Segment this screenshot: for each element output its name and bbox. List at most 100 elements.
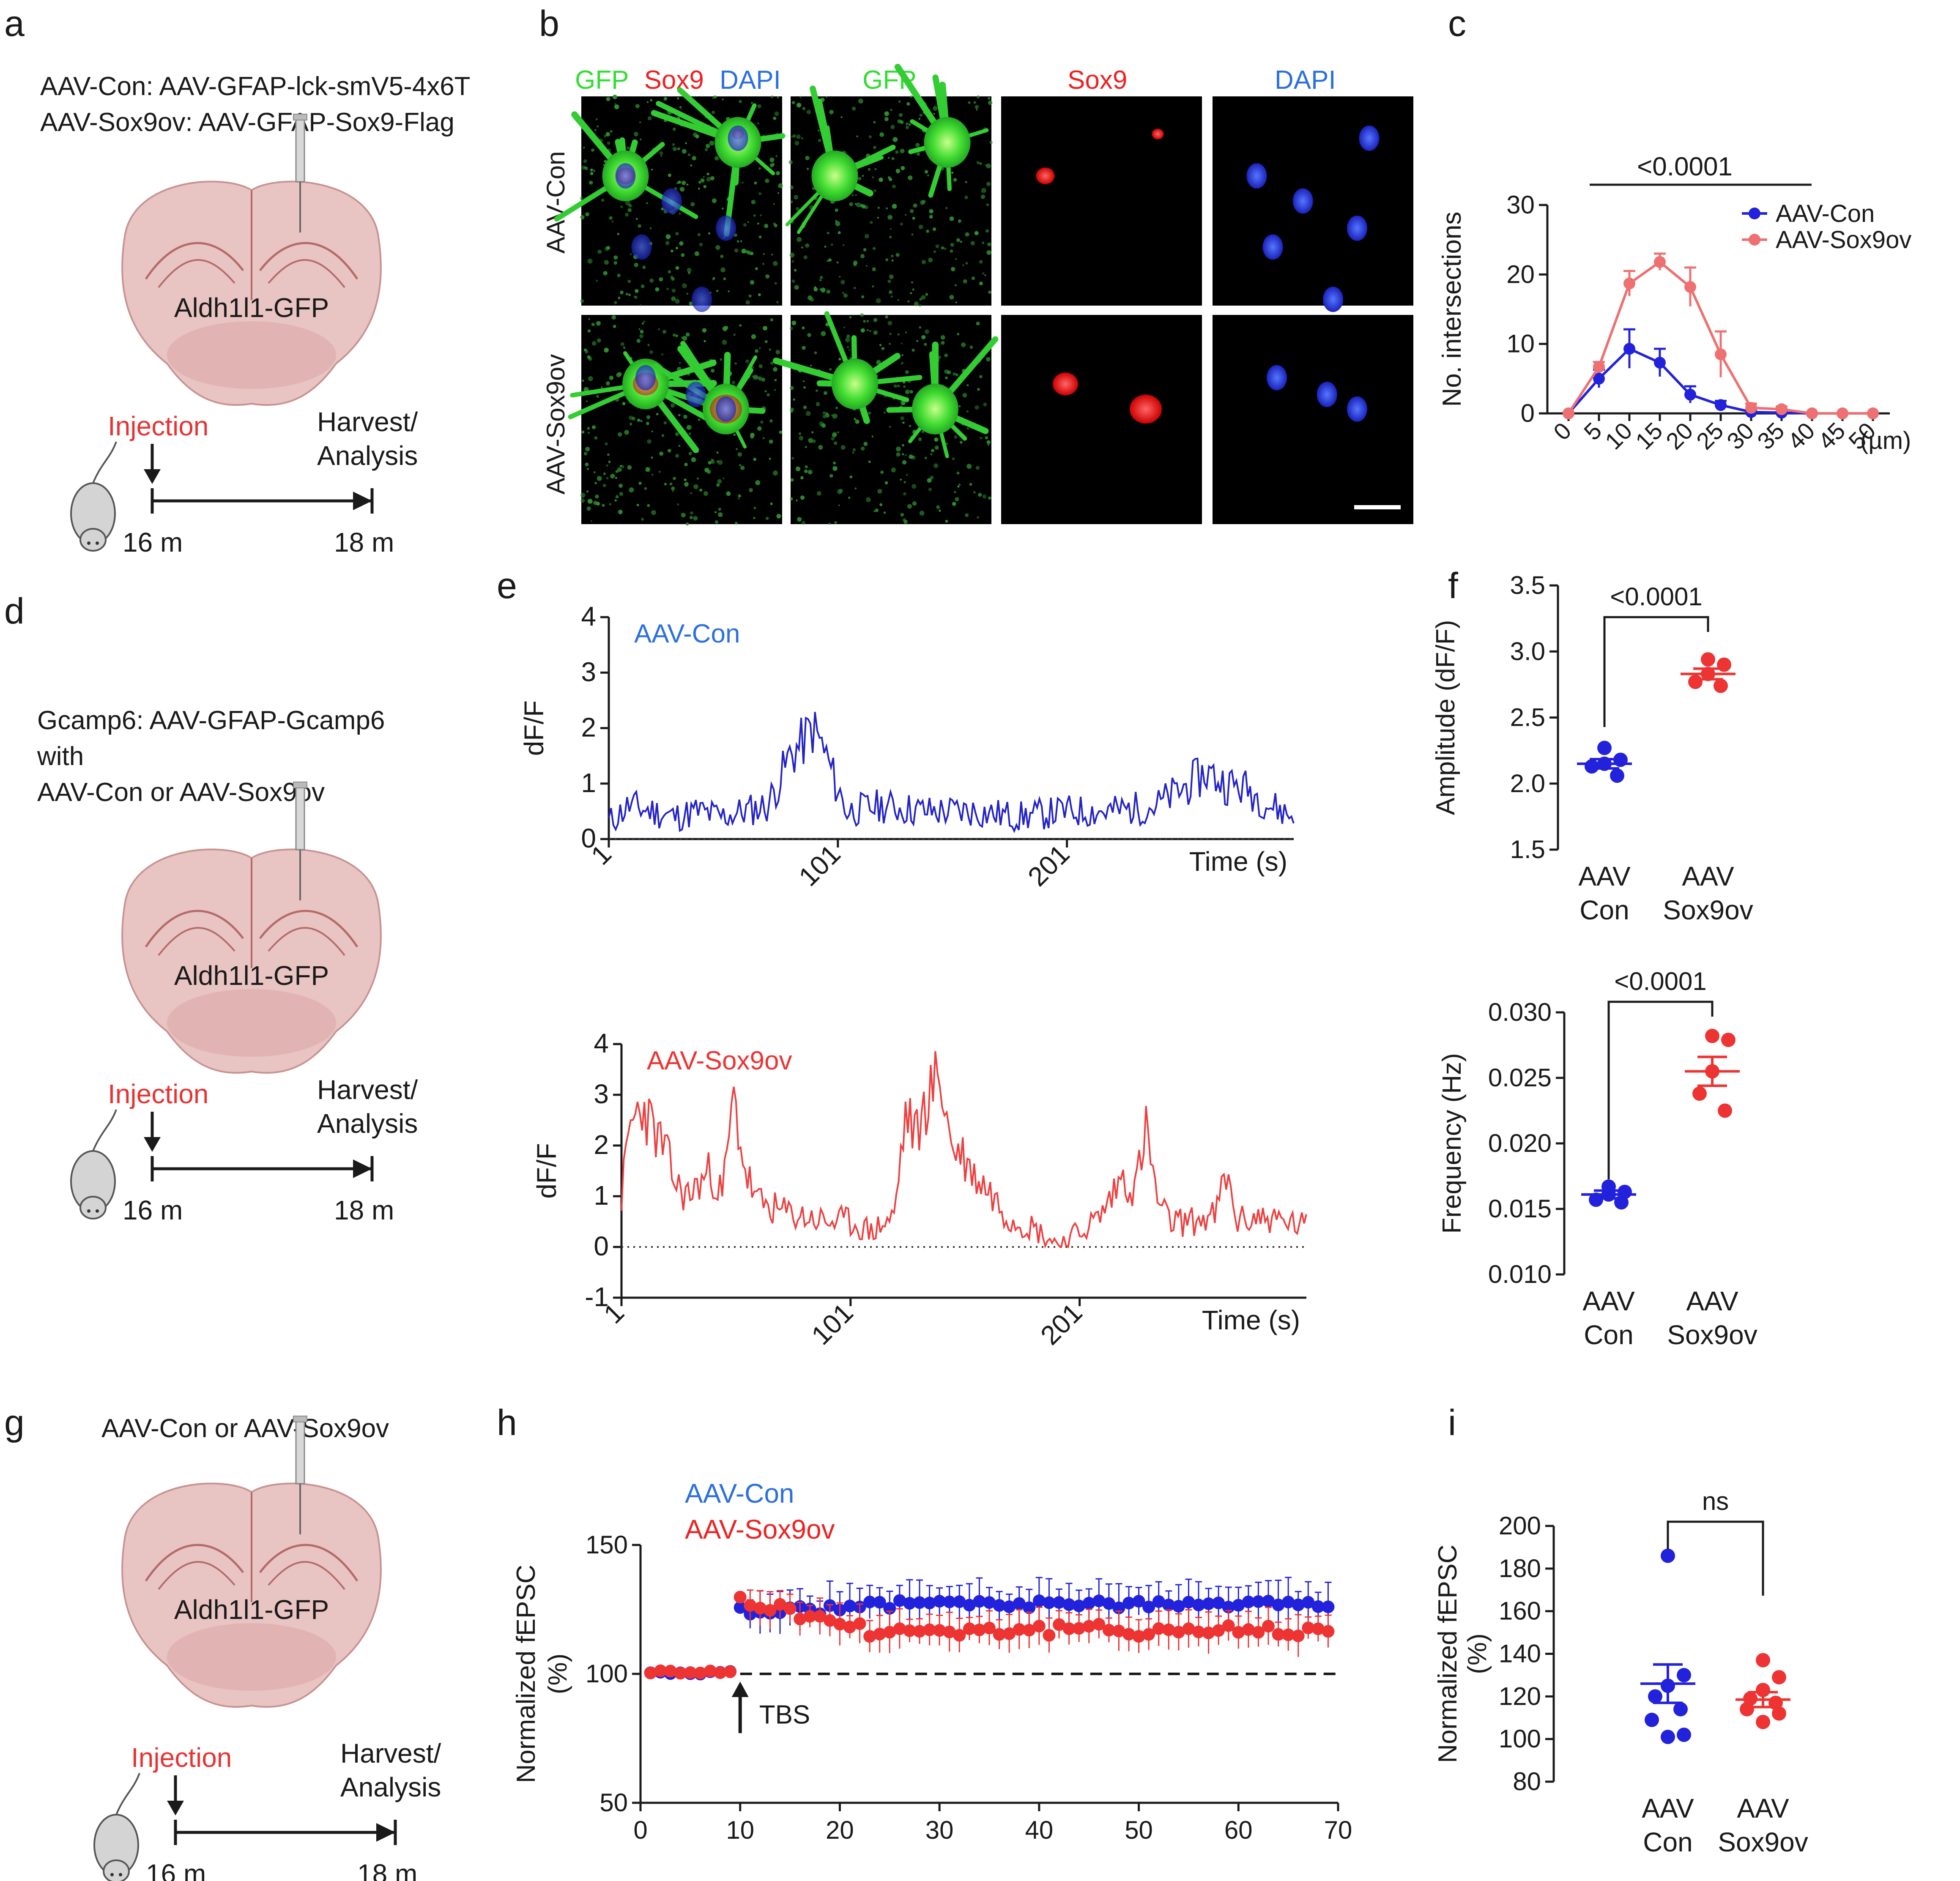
- gfp-speckle: [879, 344, 882, 347]
- mouse-tail: [115, 1773, 140, 1815]
- gfp-speckle: [591, 323, 595, 326]
- gfp-speckle: [823, 391, 827, 395]
- dot: [1756, 1683, 1770, 1698]
- y-tick-label: 3: [581, 656, 596, 687]
- data-point: [1013, 1597, 1026, 1610]
- data-point: [873, 1627, 886, 1640]
- gfp-speckle: [606, 381, 610, 385]
- data-point: [1252, 1595, 1265, 1608]
- gfp-speckle: [611, 220, 614, 223]
- gfp-speckle: [697, 233, 701, 237]
- gfp-speckle: [933, 106, 938, 111]
- dot: [1701, 652, 1715, 667]
- gfp-speckle: [611, 315, 616, 320]
- gfp-speckle: [714, 156, 719, 161]
- gfp-speckle: [877, 216, 879, 219]
- gfp-speckle: [672, 333, 676, 337]
- gfp-speckle: [720, 358, 723, 361]
- gfp-speckle: [673, 477, 676, 480]
- mouse-tail: [92, 1109, 117, 1151]
- data-point: [1715, 399, 1727, 411]
- gfp-speckle: [593, 170, 596, 172]
- gfp-speckle: [698, 187, 700, 190]
- gfp-speckle: [958, 405, 961, 407]
- gfp-speckle: [868, 135, 872, 139]
- gfp-speckle: [885, 315, 888, 319]
- gfp-speckle: [618, 432, 622, 437]
- gfp-speckle: [769, 157, 775, 162]
- data-point: [1272, 1628, 1285, 1641]
- data-point: [893, 1594, 906, 1607]
- gfp-speckle: [690, 164, 693, 167]
- gfp-speckle: [690, 511, 693, 515]
- gfp-speckle: [658, 470, 661, 473]
- gfp-speckle: [717, 479, 722, 484]
- gfp-speckle: [808, 438, 813, 443]
- gfp-speckle: [749, 488, 753, 492]
- gfp-speckle: [879, 503, 883, 506]
- gfp-speckle: [615, 495, 619, 499]
- gfp-speckle: [976, 109, 978, 111]
- gfp-speckle: [613, 95, 617, 99]
- gfp-speckle: [734, 362, 737, 365]
- gfp-speckle: [639, 334, 643, 339]
- gfp-speckle: [628, 416, 633, 420]
- gfp-speckle: [794, 140, 799, 146]
- gfp-speckle: [931, 448, 935, 452]
- gfp-speckle: [979, 162, 982, 165]
- gfp-speckle: [672, 490, 674, 492]
- gfp-speckle: [687, 153, 691, 156]
- gfp-speckle: [979, 282, 983, 286]
- gfp-speckle: [883, 411, 886, 414]
- dot: [1705, 1028, 1719, 1043]
- gfp-speckle: [797, 237, 802, 242]
- gfp-speckle: [687, 271, 690, 274]
- gfp-speckle: [588, 318, 591, 320]
- data-point: [1593, 372, 1605, 385]
- panel-label-i: i: [1448, 1403, 1456, 1443]
- gfp-speckle: [975, 105, 979, 109]
- gfp-speckle: [927, 174, 929, 177]
- gfp-speckle: [758, 377, 763, 381]
- scale-bar: [1354, 505, 1401, 509]
- row-label-sox9ov: AAV-Sox9ov: [542, 354, 570, 495]
- gfp-speckle: [751, 102, 753, 104]
- gfp-speckle: [723, 277, 726, 281]
- gfp-speckle: [849, 202, 853, 207]
- gfp-speckle: [891, 157, 895, 160]
- gfp-speckle: [888, 342, 891, 345]
- gfp-speckle: [988, 100, 993, 105]
- gfp-speckle: [659, 277, 663, 282]
- gfp-speckle: [594, 482, 597, 484]
- gfp-speckle: [580, 215, 585, 219]
- gfp-speckle: [873, 146, 876, 149]
- panel-label-c: c: [1448, 3, 1466, 44]
- data-point: [883, 1626, 896, 1639]
- x-tick-label: 40: [1025, 1816, 1053, 1844]
- gfp-speckle: [855, 419, 860, 424]
- gfp-speckle: [703, 175, 705, 178]
- gfp-speckle: [892, 184, 896, 189]
- micrograph-tile: [772, 311, 999, 525]
- gfp-speckle: [745, 359, 749, 363]
- dapi-nucleus: [716, 215, 736, 241]
- gfp-speckle: [604, 134, 607, 138]
- significance-label: <0.0001: [1610, 582, 1703, 611]
- gfp-speckle: [700, 178, 705, 183]
- x-tick-label: 60: [1224, 1816, 1253, 1844]
- gfp-speckle: [676, 182, 679, 184]
- gfp-speckle: [649, 350, 653, 354]
- gfp-speckle: [686, 293, 689, 295]
- data-point: [664, 1665, 677, 1678]
- gfp-speckle: [919, 511, 925, 516]
- gfp-speckle: [773, 203, 775, 205]
- data-point: [1776, 403, 1788, 416]
- data-point: [1013, 1623, 1026, 1636]
- gfp-speckle: [806, 109, 811, 115]
- data-point: [1684, 281, 1696, 293]
- gfp-speckle: [580, 197, 583, 200]
- gfp-speckle: [613, 325, 616, 328]
- gfp-speckle: [774, 224, 777, 227]
- gfp-speckle: [802, 346, 806, 350]
- data-point: [774, 1598, 786, 1611]
